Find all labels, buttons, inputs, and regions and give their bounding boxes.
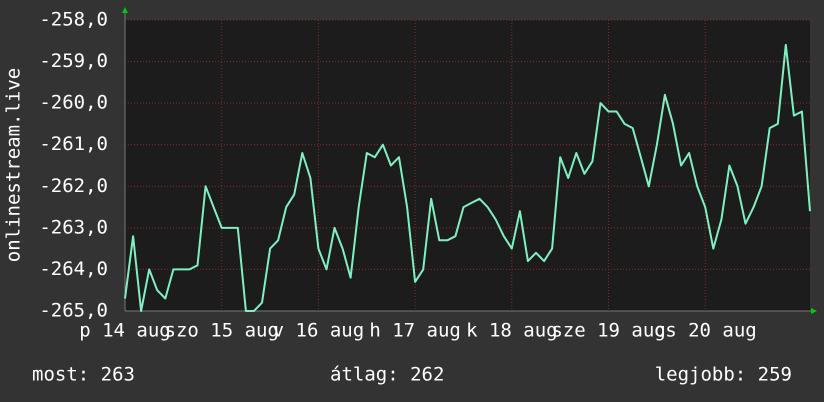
x-tick-label: h 17 aug xyxy=(369,320,461,342)
plot-area xyxy=(125,20,810,311)
footer-best: legjobb: 259 xyxy=(655,364,792,386)
y-axis-title: onlinestream.live xyxy=(3,68,25,262)
x-axis-arrow xyxy=(811,308,817,314)
y-tick-label: -258,0 xyxy=(39,9,108,31)
x-tick-label: szo 15 aug xyxy=(165,320,279,342)
y-axis-arrow xyxy=(122,7,128,13)
y-tick-label: -263,0 xyxy=(39,216,108,238)
x-tick-label: cs 20 aug xyxy=(654,320,757,342)
y-tick-label: -264,0 xyxy=(39,258,108,280)
y-tick-label: -265,0 xyxy=(39,300,108,322)
y-tick-label: -261,0 xyxy=(39,133,108,155)
x-tick-label: v 16 aug xyxy=(273,320,365,342)
footer-average: átlag: 262 xyxy=(330,364,444,386)
footer-current: most: 263 xyxy=(32,364,135,386)
x-tick-label: sze 19 aug xyxy=(551,320,665,342)
line-series xyxy=(124,43,811,312)
x-tick-label: p 14 aug xyxy=(79,320,171,342)
x-tick-label: k 18 aug xyxy=(466,320,558,342)
y-tick-label: -260,0 xyxy=(39,92,108,114)
y-tick-label: -259,0 xyxy=(39,50,108,72)
y-tick-label: -262,0 xyxy=(39,175,108,197)
